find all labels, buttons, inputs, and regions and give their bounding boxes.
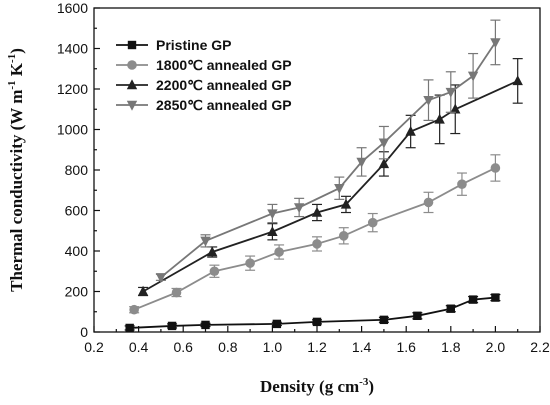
data-point [155, 273, 167, 284]
legend-label: 2850℃ annealed GP [156, 97, 292, 113]
x-tick-label: 1.4 [352, 339, 372, 355]
data-point [457, 179, 467, 189]
series-4 [155, 19, 501, 284]
data-point [413, 311, 422, 320]
data-point [446, 304, 455, 313]
y-tick-label: 1200 [57, 81, 88, 97]
series-3 [137, 58, 523, 297]
data-point [293, 203, 305, 214]
data-point [334, 184, 345, 194]
data-point [206, 246, 218, 257]
y-tick-label: 200 [65, 284, 89, 300]
data-point [245, 258, 255, 268]
data-point [267, 226, 278, 236]
x-tick-label: 1.0 [263, 339, 283, 355]
data-point [129, 304, 139, 315]
legend-label: 1800℃ annealed GP [156, 57, 292, 73]
data-point [311, 206, 323, 217]
y-tick-label: 800 [65, 162, 89, 178]
legend-label: Pristine GP [156, 37, 231, 53]
x-tick-label: 0.8 [218, 339, 238, 355]
data-point [467, 71, 479, 82]
data-point [167, 321, 177, 331]
data-point [450, 103, 461, 114]
data-point [367, 217, 378, 228]
data-point [491, 293, 500, 302]
data-point [468, 295, 478, 304]
data-point [356, 157, 367, 168]
data-point [200, 236, 211, 247]
data-point [490, 38, 501, 49]
data-point [423, 95, 434, 106]
x-axis-title: Density (g cm-3) [260, 376, 374, 396]
data-point [267, 209, 278, 220]
data-point [338, 231, 349, 241]
x-tick-label: 1.2 [307, 339, 327, 355]
data-point [171, 287, 182, 298]
data-point [405, 125, 416, 136]
legend-marker [127, 60, 137, 70]
data-point [209, 266, 220, 277]
series-2 [129, 154, 501, 315]
series-1 [124, 293, 501, 333]
y-tick-label: 0 [80, 324, 88, 340]
series-line [133, 167, 496, 311]
legend-label: 2200℃ annealed GP [156, 77, 292, 93]
data-point [340, 198, 352, 209]
data-point [274, 247, 284, 257]
series-layer [124, 19, 523, 333]
data-point [312, 239, 322, 249]
data-point [434, 113, 445, 124]
x-tick-label: 0.2 [84, 339, 104, 355]
data-point [137, 285, 149, 296]
x-tick-label: 0.4 [129, 339, 149, 355]
x-tick-label: 1.6 [396, 339, 416, 355]
legend-marker [126, 100, 138, 111]
data-point [490, 163, 501, 173]
legend-marker [127, 40, 137, 50]
legend-marker [126, 79, 138, 90]
data-point [201, 320, 210, 330]
axis-ticks: 0.2 0.4 0.6 0.8 1.0 1.2 1.4 1.6 1.8 2.0 2.2 0 200 400… [57, 0, 550, 355]
x-tick-label: 2.2 [530, 339, 550, 355]
legend: Pristine GP 1800℃ annealed GP 2200℃ anneal… [116, 37, 292, 113]
y-tick-label: 400 [65, 243, 89, 259]
series-line [129, 296, 496, 329]
y-axis-title: Thermal conductivity (W m-1 K-1) [6, 48, 26, 292]
y-tick-label: 1400 [57, 41, 88, 57]
data-point [379, 315, 389, 325]
y-tick-label: 1600 [57, 0, 88, 16]
data-point [512, 75, 523, 86]
x-tick-label: 1.8 [441, 339, 461, 355]
series-line [142, 80, 519, 293]
data-point [312, 317, 322, 327]
data-point [125, 323, 134, 333]
data-point [272, 319, 282, 329]
x-tick-label: 0.6 [173, 339, 193, 355]
y-tick-label: 1000 [57, 122, 88, 138]
data-point [423, 197, 434, 208]
y-tick-label: 600 [65, 203, 89, 219]
data-point [378, 138, 390, 149]
data-point [378, 158, 390, 169]
x-tick-label: 2.0 [486, 339, 506, 355]
data-point [445, 87, 456, 98]
